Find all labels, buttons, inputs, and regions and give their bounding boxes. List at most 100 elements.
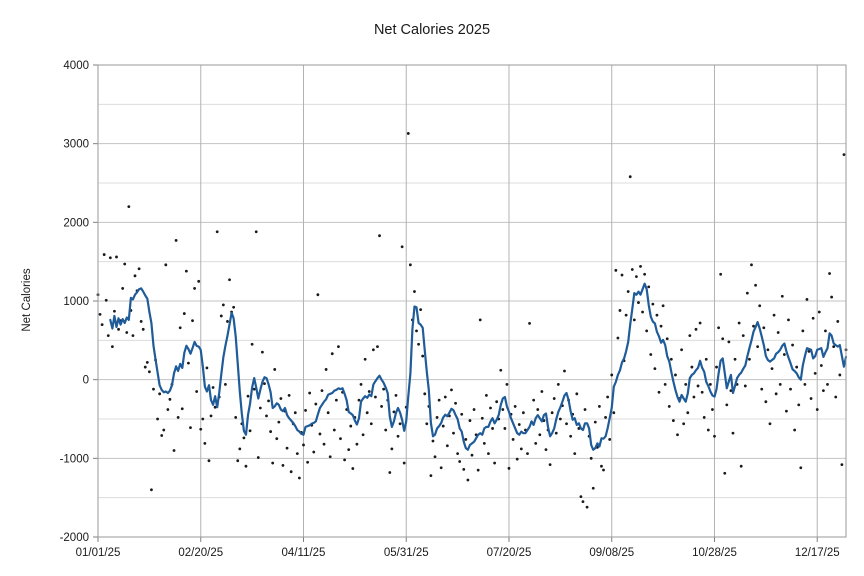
scatter-point bbox=[176, 416, 180, 419]
scatter-point bbox=[501, 408, 505, 411]
scatter-point bbox=[250, 342, 254, 346]
scatter-point bbox=[624, 313, 628, 317]
x-tick-label: 04/11/25 bbox=[282, 547, 326, 559]
scatter-point bbox=[552, 397, 556, 400]
scatter-point bbox=[431, 439, 435, 443]
scatter-point bbox=[826, 382, 829, 386]
x-tick-label: 09/08/25 bbox=[589, 547, 634, 559]
scatter-point bbox=[797, 403, 801, 407]
scatter-point bbox=[219, 314, 223, 318]
scatter-point bbox=[168, 397, 172, 401]
scatter-point bbox=[536, 408, 540, 411]
scatter-point bbox=[456, 452, 460, 456]
scatter-point bbox=[242, 436, 246, 440]
scatter-point bbox=[258, 406, 262, 410]
scatter-point bbox=[563, 369, 566, 373]
scatter-point bbox=[731, 431, 735, 435]
scatter-point bbox=[575, 392, 579, 396]
scatter-point bbox=[221, 303, 225, 307]
scatter-point bbox=[628, 175, 632, 179]
scatter-point bbox=[458, 460, 462, 463]
scatter-point bbox=[610, 373, 614, 377]
scatter-point bbox=[671, 419, 675, 422]
scatter-point bbox=[133, 274, 137, 278]
y-tick-label: 0 bbox=[83, 375, 89, 387]
scatter-point bbox=[462, 467, 466, 471]
scatter-point bbox=[281, 464, 285, 467]
scatter-point bbox=[174, 239, 178, 242]
scatter-point bbox=[669, 357, 673, 361]
scatter-point bbox=[273, 368, 277, 371]
scatter-point bbox=[694, 327, 698, 331]
y-tick-label: 1000 bbox=[63, 296, 89, 308]
scatter-point bbox=[443, 395, 447, 399]
scatter-point bbox=[201, 417, 205, 421]
scatter-point bbox=[328, 455, 332, 459]
scatter-point bbox=[515, 457, 519, 461]
scatter-point bbox=[795, 365, 799, 369]
scatter-point bbox=[774, 392, 778, 396]
scatter-point bbox=[413, 290, 416, 293]
scatter-point bbox=[279, 397, 283, 400]
scatter-point bbox=[739, 464, 743, 468]
scatter-point bbox=[540, 390, 544, 393]
scatter-point bbox=[417, 342, 420, 346]
scatter-point bbox=[234, 416, 238, 419]
scatter-point bbox=[809, 397, 813, 400]
scatter-point bbox=[472, 408, 476, 411]
scatter-point bbox=[213, 405, 217, 409]
scatter-point bbox=[113, 309, 116, 313]
x-tick-label: 07/20/25 bbox=[487, 547, 532, 559]
scatter-point bbox=[187, 361, 190, 365]
scatter-point bbox=[476, 468, 480, 472]
moving-average-line bbox=[109, 282, 848, 451]
scatter-point bbox=[320, 389, 324, 393]
plot-border bbox=[97, 64, 847, 538]
scatter-point bbox=[754, 283, 757, 287]
scatter-point bbox=[195, 390, 199, 393]
scatter-point bbox=[649, 353, 653, 356]
scatter-point bbox=[558, 417, 562, 421]
scatter-point bbox=[507, 466, 511, 470]
scatter-point bbox=[197, 279, 201, 283]
scatter-point bbox=[674, 373, 677, 377]
scatter-point bbox=[326, 411, 330, 415]
scatter-point bbox=[813, 371, 817, 375]
scatter-point bbox=[139, 320, 143, 323]
scatter-point bbox=[698, 321, 702, 325]
scatter-point bbox=[569, 434, 573, 438]
scatter-point bbox=[224, 382, 227, 386]
scatter-point bbox=[193, 287, 196, 290]
scatter-point bbox=[293, 411, 297, 415]
scatter-point bbox=[400, 245, 404, 249]
x-tick-label: 01/01/25 bbox=[76, 547, 121, 559]
scatter-point bbox=[600, 464, 603, 468]
scatter-point bbox=[682, 422, 686, 426]
scatter-point bbox=[371, 348, 375, 352]
scatter-point bbox=[817, 310, 821, 314]
scatter-point bbox=[602, 468, 605, 472]
scatter-point bbox=[384, 428, 388, 432]
scatter-point bbox=[312, 450, 316, 454]
scatter-point bbox=[554, 431, 558, 435]
scatter-point bbox=[215, 230, 219, 234]
scatter-point bbox=[711, 408, 714, 411]
scatter-point bbox=[758, 304, 762, 308]
scatter-point bbox=[639, 264, 642, 268]
scatter-point bbox=[127, 205, 131, 209]
chart-title: Net Calories 2025 bbox=[373, 22, 491, 38]
scatter-point bbox=[643, 272, 647, 276]
scatter-point bbox=[807, 349, 811, 353]
scatter-point bbox=[491, 427, 494, 430]
scatter-point bbox=[591, 486, 595, 490]
scatter-point bbox=[125, 331, 129, 334]
scatter-point bbox=[117, 327, 120, 331]
scatter-point bbox=[750, 263, 753, 267]
scatter-point bbox=[684, 382, 688, 386]
scatter-point bbox=[626, 290, 630, 293]
scatter-point bbox=[772, 313, 776, 317]
scatter-point bbox=[834, 395, 838, 399]
scatter-point bbox=[238, 447, 242, 451]
scatter-point bbox=[367, 390, 371, 393]
